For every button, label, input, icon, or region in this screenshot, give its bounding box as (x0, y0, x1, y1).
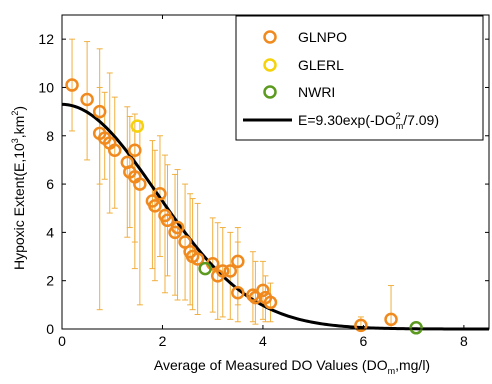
point-glnpo (223, 264, 238, 278)
point-glnpo (231, 254, 245, 269)
y-tick-label: 6 (46, 176, 54, 192)
point-glnpo (256, 283, 270, 298)
point-glnpo (128, 143, 142, 158)
point-glnpo (153, 186, 167, 201)
legend: GLNPO GLERL NWRI E=9.30exp(-DO2 m/7.09) (235, 15, 484, 141)
point-glnpo (107, 143, 122, 158)
point-glnpo (216, 264, 230, 278)
x-axis-label: Average of Measured DO Values (DOm,mg/l) (154, 357, 430, 376)
point-glnpo (170, 220, 185, 235)
y-tick-label: 0 (46, 321, 54, 337)
legend-marker-nwri (263, 85, 277, 99)
x-tick-label: 8 (460, 333, 468, 349)
legend-label-nwri: NWRI (298, 84, 335, 100)
axes: 0 2 4 6 8 0 2 4 6 8 10 12 (38, 14, 490, 349)
point-nwri (198, 261, 212, 276)
point-glnpo (148, 199, 162, 213)
legend-marker-glerl (263, 58, 277, 72)
y-axis-label: Hypoxic Extent(E,103,km2) (10, 106, 27, 270)
x-tick-label: 4 (259, 333, 267, 349)
point-glerl (130, 119, 145, 133)
y-tick-label: 4 (46, 224, 54, 240)
legend-label-fit: E=9.30exp(-DO2 m/7.09) (298, 111, 439, 131)
axes-frame (61, 14, 490, 330)
point-glnpo (160, 213, 175, 228)
legend-marker-glnpo (263, 30, 277, 44)
legend-label-glerl: GLERL (298, 57, 344, 73)
point-nwri (409, 321, 423, 335)
legend-label-glnpo: GLNPO (298, 29, 347, 45)
point-glnpo (354, 318, 368, 333)
x-tick-label: 6 (360, 333, 368, 349)
y-tick-label: 12 (38, 31, 54, 47)
point-glnpo (133, 177, 147, 191)
point-glnpo (92, 104, 107, 119)
y-tick-label: 10 (38, 79, 54, 95)
x-tick-label: 0 (58, 333, 66, 349)
point-glnpo (80, 92, 94, 107)
y-tick-label: 2 (46, 273, 54, 289)
y-tick-label: 8 (46, 128, 54, 144)
point-glnpo (263, 295, 278, 310)
point-glnpo (190, 252, 205, 266)
point-glnpo (231, 286, 245, 300)
point-glnpo (384, 312, 398, 327)
x-tick-label: 2 (159, 333, 167, 349)
point-glnpo (65, 78, 79, 92)
